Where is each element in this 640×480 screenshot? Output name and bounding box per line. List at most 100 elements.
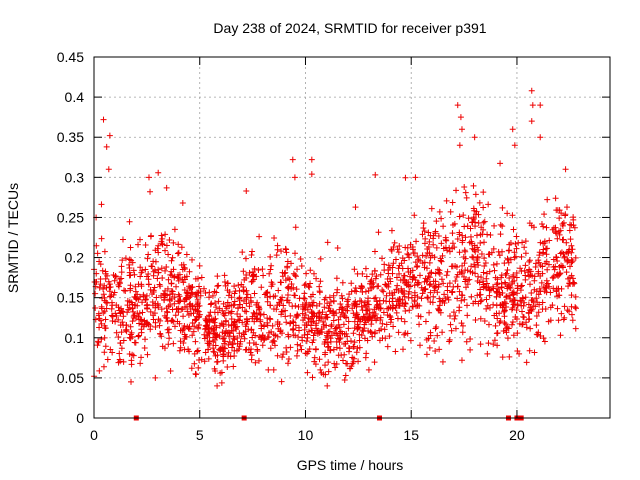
data-point xyxy=(214,283,221,290)
data-point xyxy=(359,307,366,314)
data-point xyxy=(220,357,227,364)
data-point xyxy=(423,336,430,343)
data-point xyxy=(561,314,568,321)
data-point xyxy=(99,267,106,274)
data-point xyxy=(443,272,450,279)
data-point xyxy=(183,251,190,258)
data-point-peak xyxy=(365,366,372,373)
data-point xyxy=(553,253,560,260)
data-point xyxy=(367,284,374,291)
data-point xyxy=(509,212,516,219)
data-point xyxy=(286,320,293,327)
data-point xyxy=(448,327,455,334)
data-point xyxy=(201,326,208,333)
data-point xyxy=(409,303,416,310)
tick-labels: 0 0.05 0.1 0.15 0.2 0.25 0.3 0.35 0.4 0.45 0 5 10 15 2… xyxy=(57,49,525,443)
data-point xyxy=(172,312,179,319)
data-point xyxy=(407,241,414,248)
data-point xyxy=(211,288,218,295)
data-point xyxy=(138,269,145,276)
data-point xyxy=(413,264,420,271)
data-point xyxy=(345,345,352,352)
data-point xyxy=(459,322,466,329)
data-point xyxy=(545,261,552,268)
data-point xyxy=(554,293,561,300)
data-point xyxy=(231,336,238,343)
data-point xyxy=(351,318,358,325)
data-point xyxy=(193,313,200,320)
data-point xyxy=(256,306,263,313)
data-point xyxy=(322,315,329,322)
data-point xyxy=(137,264,144,271)
data-point xyxy=(426,309,433,316)
data-point xyxy=(464,302,471,309)
data-point xyxy=(188,284,195,291)
data-point xyxy=(91,279,98,286)
data-point xyxy=(285,331,292,338)
data-point xyxy=(523,324,530,331)
data-point xyxy=(426,259,433,266)
data-point xyxy=(504,255,511,262)
data-point xyxy=(106,281,113,288)
data-point xyxy=(142,296,149,303)
data-point xyxy=(210,326,217,333)
data-point xyxy=(418,295,425,302)
data-point xyxy=(180,279,187,286)
data-point xyxy=(481,218,488,225)
data-point xyxy=(519,294,526,301)
data-point xyxy=(303,300,310,307)
data-point-peak xyxy=(289,156,296,163)
data-point xyxy=(507,295,514,302)
data-point xyxy=(504,324,511,331)
data-point xyxy=(557,332,564,339)
data-point xyxy=(285,283,292,290)
data-point xyxy=(432,283,439,290)
data-point xyxy=(512,253,519,260)
data-point xyxy=(164,318,171,325)
data-point xyxy=(426,238,433,245)
data-point xyxy=(405,251,412,258)
data-point xyxy=(145,271,152,278)
data-point xyxy=(292,250,299,257)
data-point xyxy=(411,298,418,305)
data-point xyxy=(120,322,127,329)
data-point xyxy=(316,288,323,295)
data-point xyxy=(421,264,428,271)
data-point xyxy=(395,329,402,336)
data-point xyxy=(361,321,368,328)
data-point xyxy=(243,308,250,315)
data-point xyxy=(243,294,250,301)
data-point xyxy=(181,346,188,353)
data-point xyxy=(97,317,104,324)
data-point xyxy=(201,331,208,338)
data-point xyxy=(310,270,317,277)
data-point xyxy=(164,285,171,292)
data-point xyxy=(561,303,568,310)
data-point xyxy=(480,269,487,276)
data-point xyxy=(509,321,516,328)
data-point xyxy=(155,242,162,249)
data-point xyxy=(424,294,431,301)
data-point xyxy=(249,313,256,320)
data-point xyxy=(446,280,453,287)
data-point xyxy=(191,360,198,367)
data-point xyxy=(465,215,472,222)
data-point xyxy=(536,249,543,256)
data-point xyxy=(294,311,301,318)
data-point xyxy=(470,215,477,222)
data-point xyxy=(322,362,329,369)
data-point xyxy=(211,316,218,323)
data-point xyxy=(158,265,165,272)
data-point xyxy=(195,308,202,315)
data-point xyxy=(130,267,137,274)
data-point xyxy=(504,267,511,274)
data-point xyxy=(340,357,347,364)
data-point xyxy=(310,332,317,339)
data-point xyxy=(316,300,323,307)
data-point xyxy=(107,293,114,300)
data-point xyxy=(556,271,563,278)
data-point xyxy=(242,255,249,262)
data-point xyxy=(436,208,443,215)
data-point xyxy=(289,327,296,334)
data-point xyxy=(294,341,301,348)
